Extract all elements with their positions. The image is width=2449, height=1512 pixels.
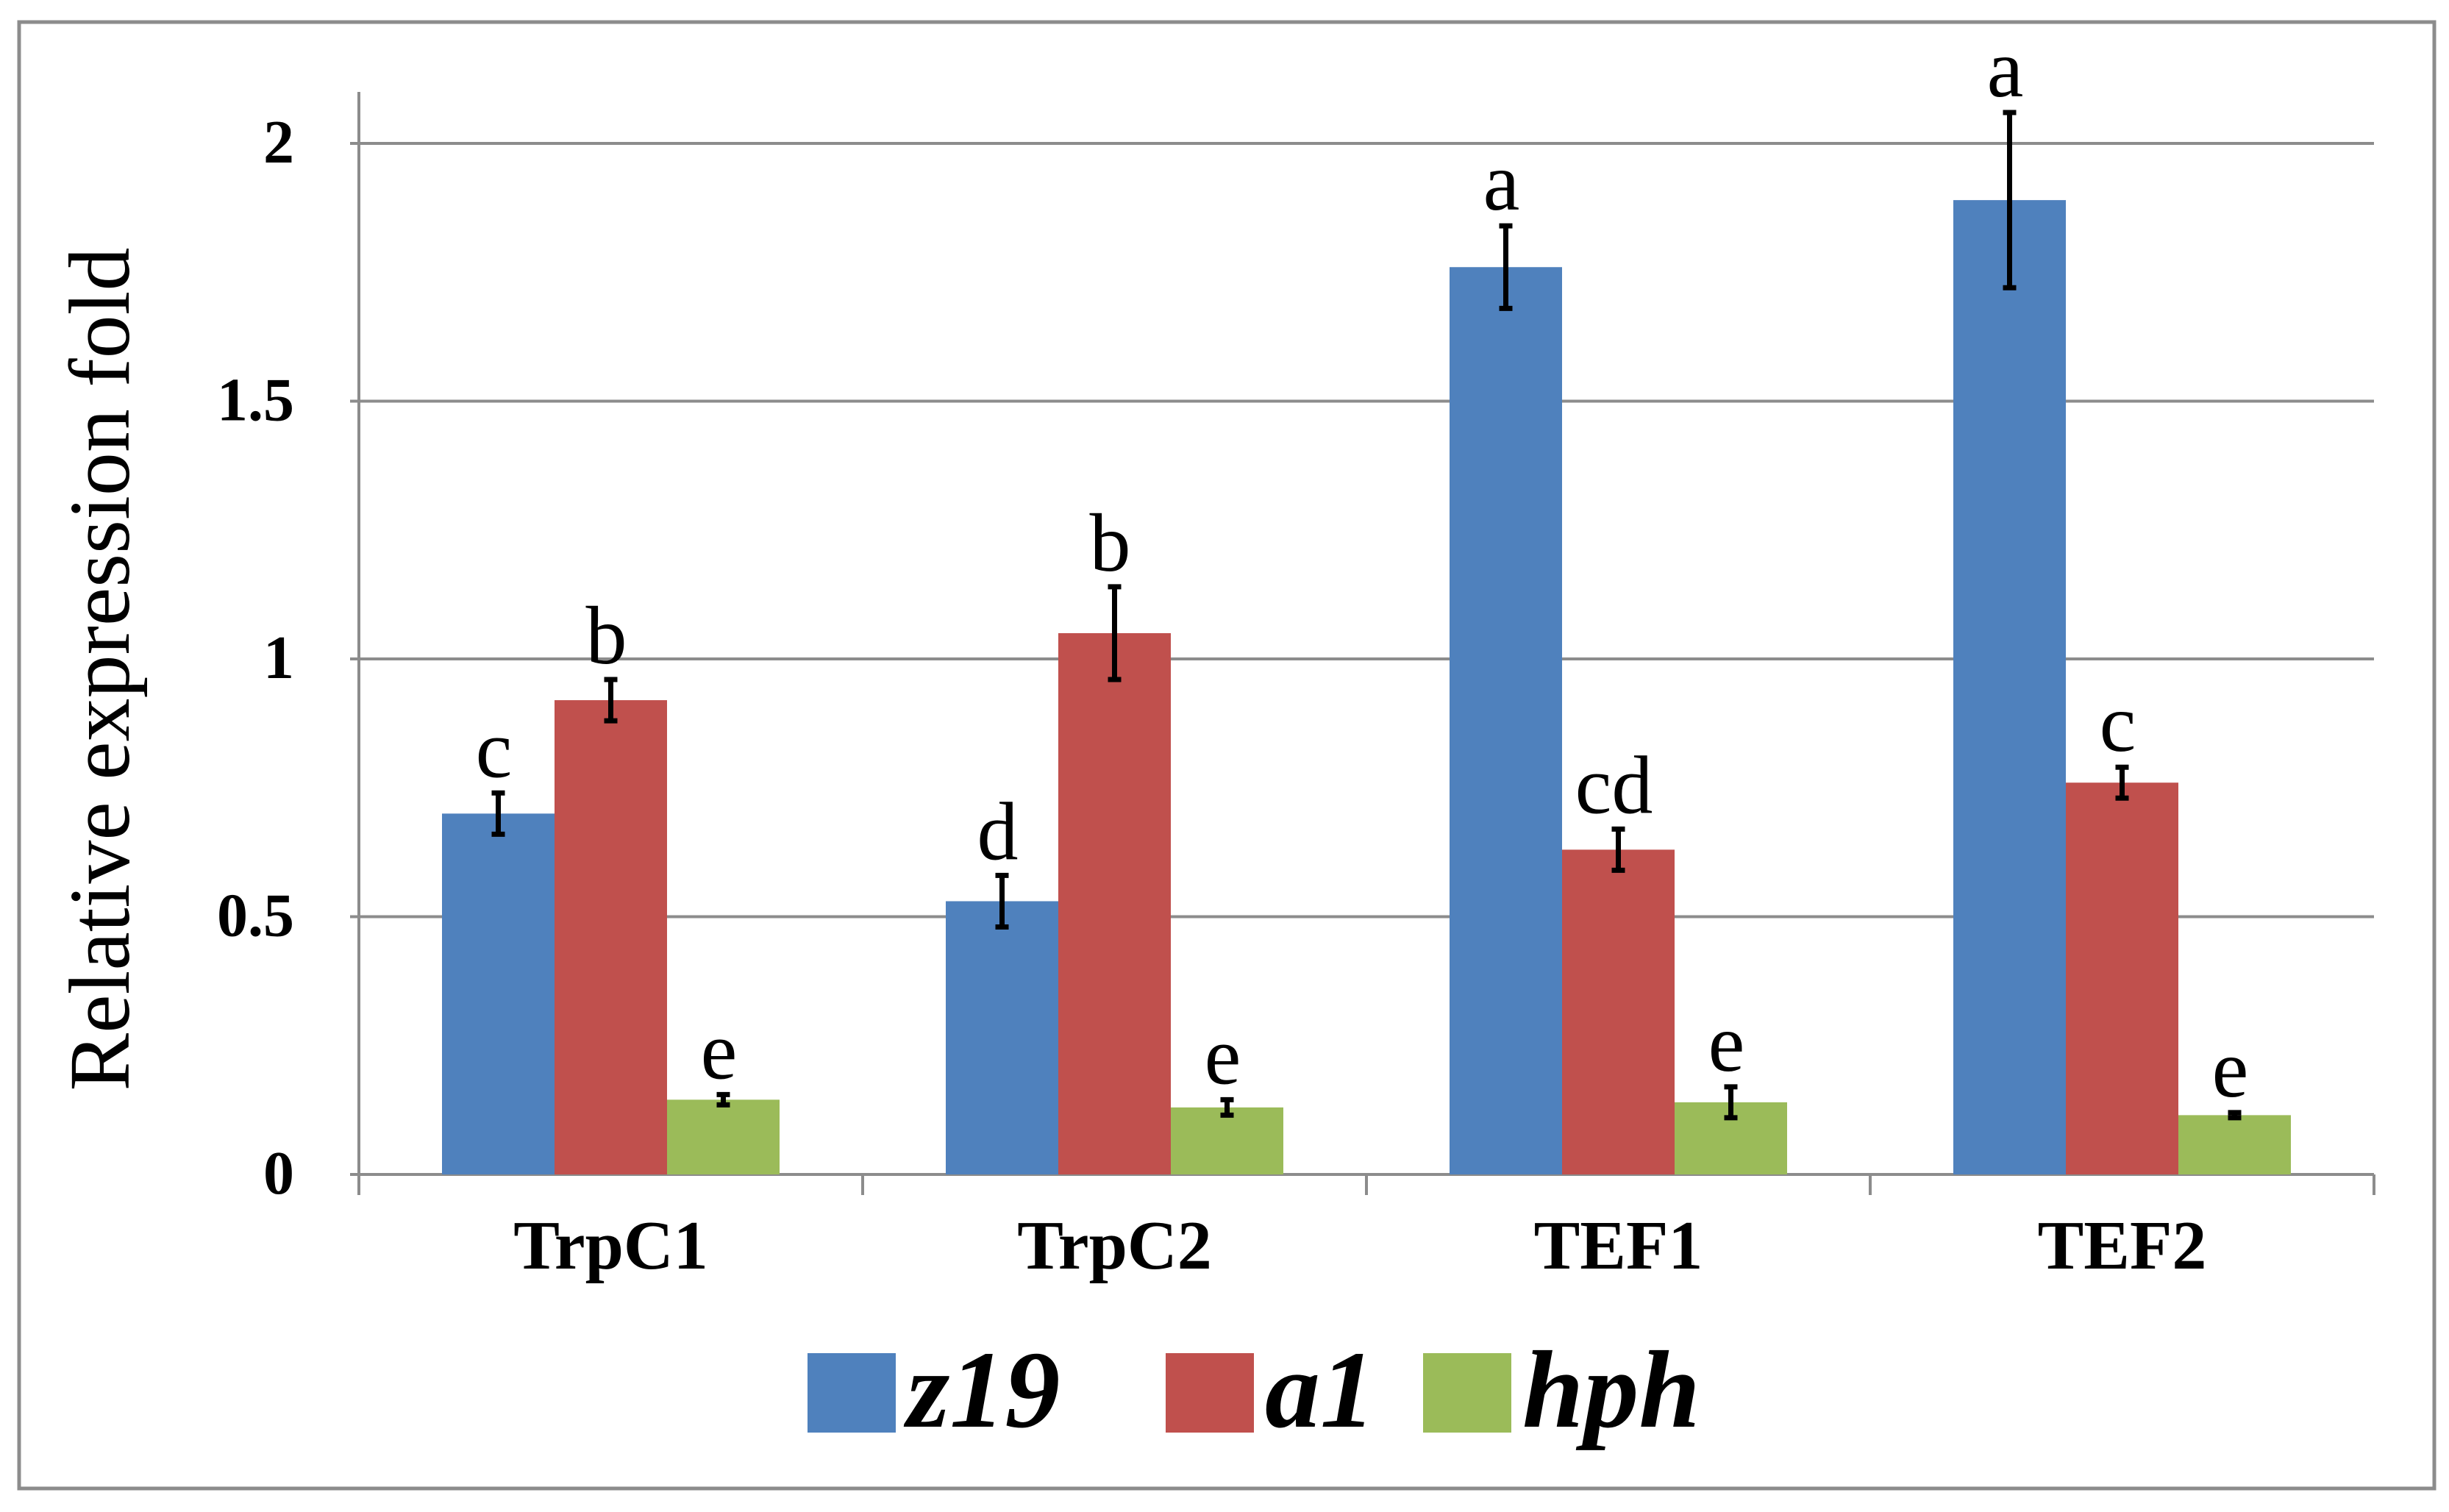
legend-swatch [1423, 1353, 1511, 1433]
bar-hph-TrpC2 [1171, 1107, 1283, 1174]
significance-label: c [2100, 678, 2136, 769]
bar-hph-TEF2 [2178, 1115, 2291, 1174]
significance-label: d [977, 786, 1019, 877]
error-bar [1108, 584, 1122, 682]
error-bar [491, 790, 505, 837]
error-bar [716, 1091, 730, 1108]
bar-z19-TEF1 [1450, 267, 1562, 1174]
significance-label: a [1483, 137, 1520, 228]
y-tick-label: 2 [263, 108, 294, 176]
error-bar [995, 872, 1009, 930]
significance-label: e [1205, 1010, 1241, 1102]
y-tick-label: 0.5 [217, 882, 294, 950]
bar-z19-TEF2 [1953, 200, 2066, 1174]
legend-label: z19 [903, 1329, 1060, 1451]
error-bar [1220, 1096, 1234, 1118]
error-bar [2228, 1110, 2242, 1121]
legend-swatch [1166, 1353, 1254, 1433]
error-bar [1499, 223, 1513, 311]
error-bar [2115, 764, 2129, 801]
bar-a1-TrpC1 [555, 700, 667, 1174]
error-bar [2003, 110, 2017, 290]
x-tick-label: TEF1 [1534, 1208, 1703, 1284]
legend-label: a1 [1265, 1329, 1375, 1451]
bar-z19-TrpC1 [442, 813, 555, 1174]
y-tick-label: 1 [263, 624, 294, 692]
significance-label: b [586, 591, 627, 682]
x-tick-label: TEF2 [2038, 1208, 2207, 1284]
significance-label: e [701, 1005, 738, 1096]
y-tick-label: 0 [263, 1139, 294, 1208]
legend-item-z19: z19 [808, 1329, 1060, 1451]
legend-label: hph [1522, 1329, 1700, 1451]
x-tick-label: TrpC1 [513, 1208, 708, 1284]
bar-a1-TrpC2 [1058, 632, 1171, 1174]
legend-item-hph: hph [1423, 1329, 1700, 1451]
x-tick-label: TrpC2 [1017, 1208, 1212, 1284]
bar-z19-TrpC2 [946, 901, 1058, 1174]
error-bar [604, 677, 618, 724]
legend: z19 a1 hph [808, 1329, 1700, 1451]
significance-label: cd [1575, 740, 1653, 831]
bar-a1-TEF2 [2066, 782, 2178, 1174]
y-axis-label: Relative expression fold [51, 248, 148, 1091]
bar-a1-TEF1 [1562, 849, 1675, 1174]
legend-item-a1: a1 [1166, 1329, 1375, 1451]
significance-label: b [1090, 498, 1131, 589]
significance-label: a [1987, 24, 2024, 115]
significance-label: c [476, 704, 513, 795]
bar-hph-TrpC1 [667, 1099, 780, 1174]
y-tick-label: 1.5 [217, 366, 294, 435]
error-bar [1724, 1084, 1738, 1121]
bars [442, 110, 2291, 1174]
legend-swatch [808, 1353, 896, 1433]
significance-label: e [2212, 1024, 2249, 1115]
significance-label: e [1708, 998, 1745, 1089]
error-bar [1611, 826, 1625, 873]
